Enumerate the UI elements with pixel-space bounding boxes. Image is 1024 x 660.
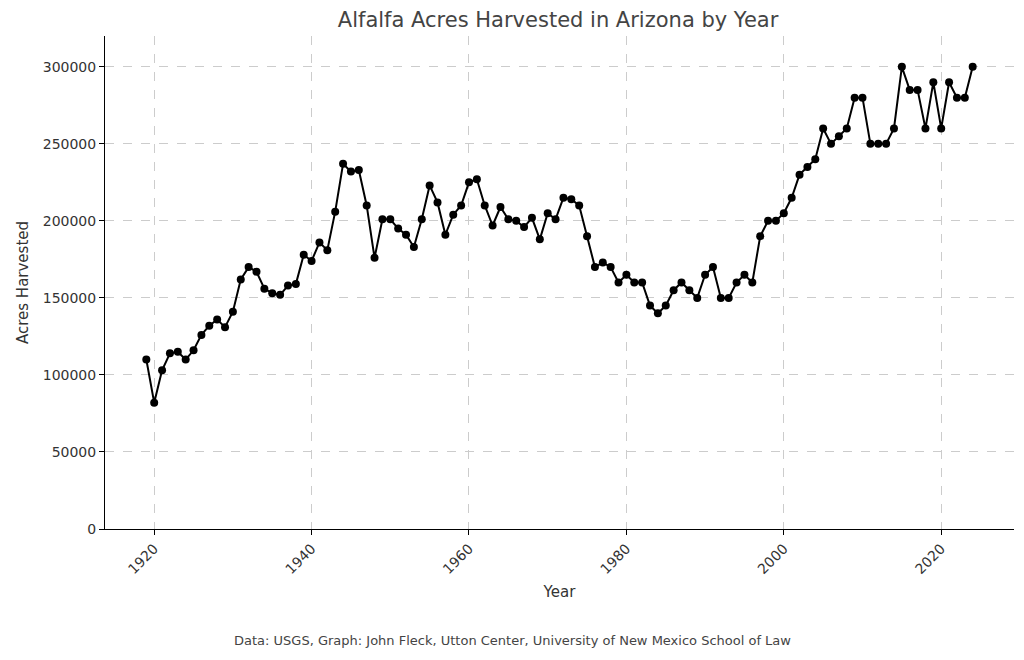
svg-text:Year: Year [543, 583, 577, 601]
svg-text:250000: 250000 [43, 136, 96, 152]
svg-text:Acres Harvested: Acres Harvested [14, 221, 32, 344]
svg-text:1940: 1940 [282, 541, 319, 578]
svg-text:1960: 1960 [440, 541, 477, 578]
svg-text:0: 0 [87, 521, 96, 537]
svg-text:100000: 100000 [43, 367, 96, 383]
svg-text:2000: 2000 [754, 541, 791, 578]
svg-text:1980: 1980 [597, 541, 634, 578]
svg-text:50000: 50000 [52, 444, 97, 460]
svg-text:300000: 300000 [43, 59, 96, 75]
svg-text:Alfalfa Acres Harvested in Ari: Alfalfa Acres Harvested in Arizona by Ye… [338, 8, 779, 32]
svg-text:2020: 2020 [912, 541, 949, 578]
svg-text:150000: 150000 [43, 290, 96, 306]
svg-text:200000: 200000 [43, 213, 96, 229]
svg-text:1920: 1920 [125, 541, 162, 578]
svg-text:Data: USGS, Graph: John Fleck,: Data: USGS, Graph: John Fleck, Utton Cen… [234, 633, 791, 648]
